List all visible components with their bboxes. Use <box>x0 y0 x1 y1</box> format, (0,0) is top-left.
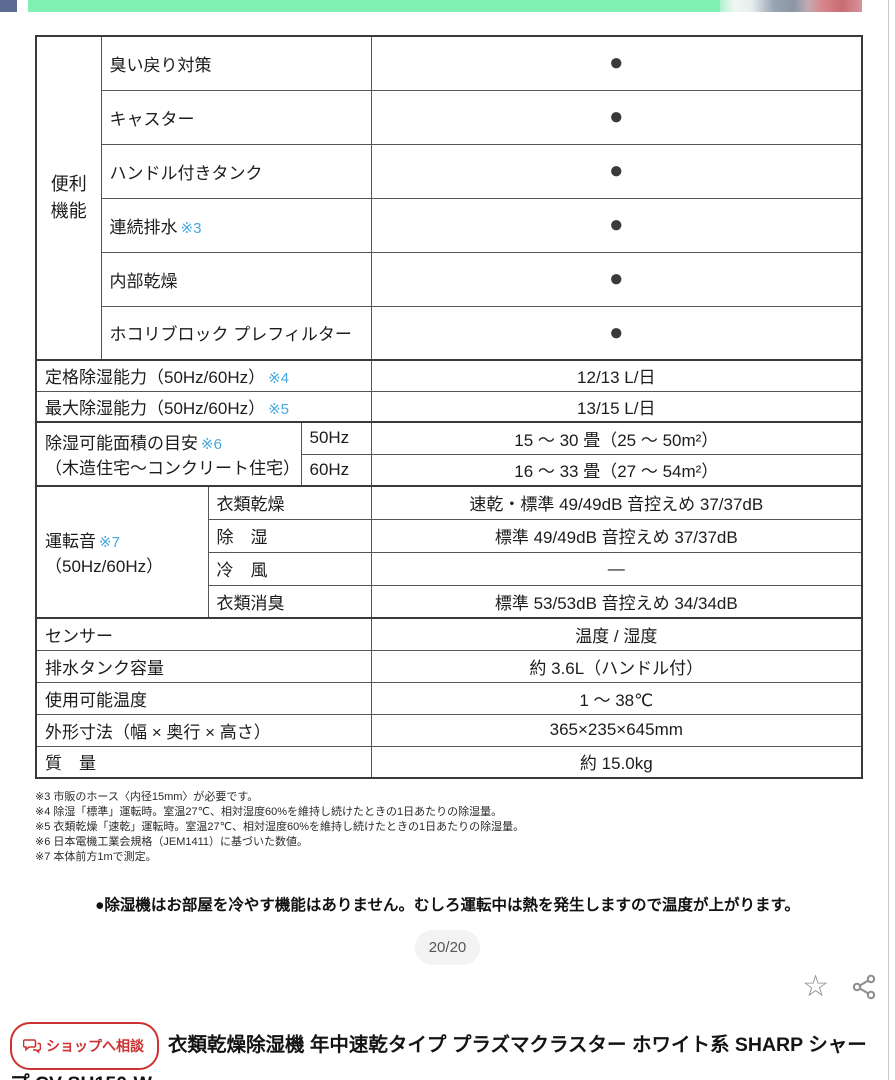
spec-value: 1 〜 38℃ <box>370 681 863 715</box>
product-footer: ショップへ相談 衣類乾燥除湿機 年中速乾タイプ プラズマクラスター ホワイト系 … <box>10 1022 882 1080</box>
spec-value: 速乾・標準 49/49dB 音控えめ 37/37dB <box>370 485 863 520</box>
share-icon[interactable] <box>851 974 877 1000</box>
footnote-line: ※4 除湿「標準」運転時。室温27℃、相対湿度60%を維持し続けたときの1日あた… <box>35 806 503 818</box>
spec-value: ― <box>370 551 863 586</box>
footnote-ref: ※6 <box>201 436 222 453</box>
spec-sublabel: （木造住宅〜コンクリート住宅） <box>45 459 300 478</box>
filled-dot-icon: ● <box>609 157 624 184</box>
carousel-remnant-photo <box>720 0 862 12</box>
filled-dot-icon: ● <box>609 265 624 292</box>
footnotes: ※3 市販のホース〈内径15mm〉が必要です。 ※4 除湿「標準」運転時。室温2… <box>35 790 524 865</box>
feature-value-cell: ● <box>370 197 863 253</box>
mode-label: 除 湿 <box>207 518 372 553</box>
spec-label: 定格除湿能力（50Hz/60Hz） ※4 <box>35 359 372 392</box>
spec-value: 標準 49/49dB 音控えめ 37/37dB <box>370 518 863 553</box>
group-label-features: 便利機能 <box>35 35 102 361</box>
footnote-line: ※7 本体前方1mで測定。 <box>35 851 157 863</box>
spec-value: 温度 / 湿度 <box>370 617 863 651</box>
feature-label: ホコリブロック プレフィルター <box>100 305 372 361</box>
action-icons: ☆ <box>802 972 877 1002</box>
spec-value: 12/13 L/日 <box>370 359 863 392</box>
page-indicator-wrap: 20/20 <box>0 930 895 965</box>
panel-divider <box>888 0 889 1080</box>
filled-dot-icon: ● <box>609 103 624 130</box>
mode-label: 冷 風 <box>207 551 372 586</box>
spec-label: 使用可能温度 <box>35 681 372 715</box>
mode-label: 衣類乾燥 <box>207 485 372 520</box>
mode-label: 衣類消臭 <box>207 584 372 619</box>
freq-label: 60Hz <box>300 453 372 487</box>
footnote-ref: ※5 <box>268 400 290 418</box>
footnote-ref: ※4 <box>268 370 290 388</box>
footnote-ref: ※3 <box>180 219 202 237</box>
chat-bubble-icon <box>23 1039 41 1054</box>
spec-label: 質 量 <box>35 745 372 779</box>
feature-label: 内部乾燥 <box>100 251 372 307</box>
consult-shop-label: ショップへ相談 <box>46 1038 144 1054</box>
spec-label-area: 除湿可能面積の目安 ※6 （木造住宅〜コンクリート住宅） <box>35 421 302 487</box>
spec-table: 便利機能 臭い戻り対策 ● キャスター ● ハンドル付きタンク ● 連続排水 ※3… <box>35 35 864 779</box>
filled-dot-icon: ● <box>609 49 624 77</box>
spec-value: 365×235×645mm <box>370 713 863 747</box>
filled-dot-icon: ● <box>609 211 624 238</box>
spec-label: 最大除湿能力（50Hz/60Hz） ※5 <box>35 390 372 423</box>
consult-shop-button[interactable]: ショップへ相談 <box>10 1022 159 1070</box>
feature-value-cell: ● <box>370 305 863 361</box>
carousel-remnant-slate <box>0 0 17 12</box>
filled-dot-icon: ● <box>609 318 624 346</box>
warning-note: ●除湿機はお部屋を冷やす機能はありません。むしろ運転中は熱を発生しますので温度が… <box>95 897 800 914</box>
feature-value-cell: ● <box>370 35 863 91</box>
feature-value-cell: ● <box>370 251 863 307</box>
spec-value: 15 〜 30 畳（25 〜 50m²） <box>370 421 863 455</box>
carousel-remnant-green <box>28 0 720 12</box>
spec-label: 排水タンク容量 <box>35 649 372 683</box>
footnote-line: ※6 日本電機工業会規格（JEM1411）に基づいた数値。 <box>35 836 309 848</box>
spec-value: 標準 53/53dB 音控えめ 34/34dB <box>370 584 863 619</box>
footnote-ref: ※7 <box>99 534 120 551</box>
spec-value: 約 3.6L（ハンドル付） <box>370 649 863 683</box>
freq-label: 50Hz <box>300 421 372 455</box>
carousel-remnant <box>0 0 895 12</box>
feature-value-cell: ● <box>370 89 863 145</box>
spec-value: 16 〜 33 畳（27 〜 54m²） <box>370 453 863 487</box>
feature-label: キャスター <box>100 89 372 145</box>
feature-label: ハンドル付きタンク <box>100 143 372 199</box>
page-indicator: 20/20 <box>414 930 481 965</box>
footnote-line: ※3 市販のホース〈内径15mm〉が必要です。 <box>35 791 259 803</box>
feature-value-cell: ● <box>370 143 863 199</box>
feature-label: 連続排水 ※3 <box>100 197 372 253</box>
product-title: 衣類乾燥除湿機 年中速乾タイプ プラズマクラスター ホワイト系 SHARP シャ… <box>10 1034 867 1080</box>
spec-label: 外形寸法（幅 × 奥行 × 高さ） <box>35 713 372 747</box>
favorite-star-icon[interactable]: ☆ <box>802 970 829 1003</box>
spec-label: センサー <box>35 617 372 651</box>
spec-sublabel: （50Hz/60Hz） <box>45 557 164 576</box>
feature-label: 臭い戻り対策 <box>100 35 372 91</box>
spec-value: 約 15.0kg <box>370 745 863 779</box>
spec-value: 13/15 L/日 <box>370 390 863 423</box>
footnote-line: ※5 衣類乾燥「速乾」運転時。室温27℃、相対湿度60%を維持し続けたときの1日… <box>35 821 525 833</box>
spec-label-noise: 運転音 ※7 （50Hz/60Hz） <box>35 485 209 619</box>
